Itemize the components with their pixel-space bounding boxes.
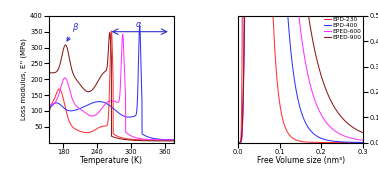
EPD-400 (357, 141, 362, 143)
EPED-900 (357, 130, 361, 132)
EPD-230 (297, 140, 302, 142)
Line: EPD-400: EPD-400 (239, 0, 363, 143)
Y-axis label: Loss modulus, E'' (MPa): Loss modulus, E'' (MPa) (21, 38, 27, 120)
X-axis label: Free Volume size (nm³): Free Volume size (nm³) (257, 156, 345, 165)
EPD-400 (297, 103, 302, 106)
EPD-400 (294, 88, 298, 90)
EPED-600 (357, 139, 361, 141)
EPD-400 (361, 141, 365, 143)
EPED-900 (357, 130, 362, 132)
EPD-400 (237, 142, 241, 144)
EPED-600 (237, 142, 241, 144)
EPED-600 (297, 18, 302, 20)
X-axis label: Temperature (K): Temperature (K) (81, 156, 143, 165)
Text: β: β (67, 23, 78, 41)
EPED-900 (237, 142, 241, 144)
Text: α: α (136, 20, 141, 29)
Line: EPED-900: EPED-900 (239, 0, 363, 143)
EPED-600 (357, 139, 362, 141)
Line: EPD-230: EPD-230 (239, 0, 363, 143)
EPD-230 (357, 142, 361, 144)
EPD-400 (357, 141, 361, 143)
EPD-400 (334, 140, 339, 143)
EPD-230 (357, 142, 362, 144)
EPED-900 (361, 132, 365, 134)
EPD-230 (361, 142, 365, 144)
EPED-900 (334, 110, 339, 112)
EPD-230 (294, 139, 298, 141)
Legend: EPD-230, EPD-400, EPED-600, EPED-900: EPD-230, EPD-400, EPED-600, EPED-900 (324, 16, 362, 40)
EPD-230 (237, 142, 241, 144)
EPED-600 (361, 139, 365, 141)
EPD-230 (334, 142, 339, 144)
EPED-600 (334, 131, 339, 133)
Line: EPED-600: EPED-600 (239, 0, 363, 143)
